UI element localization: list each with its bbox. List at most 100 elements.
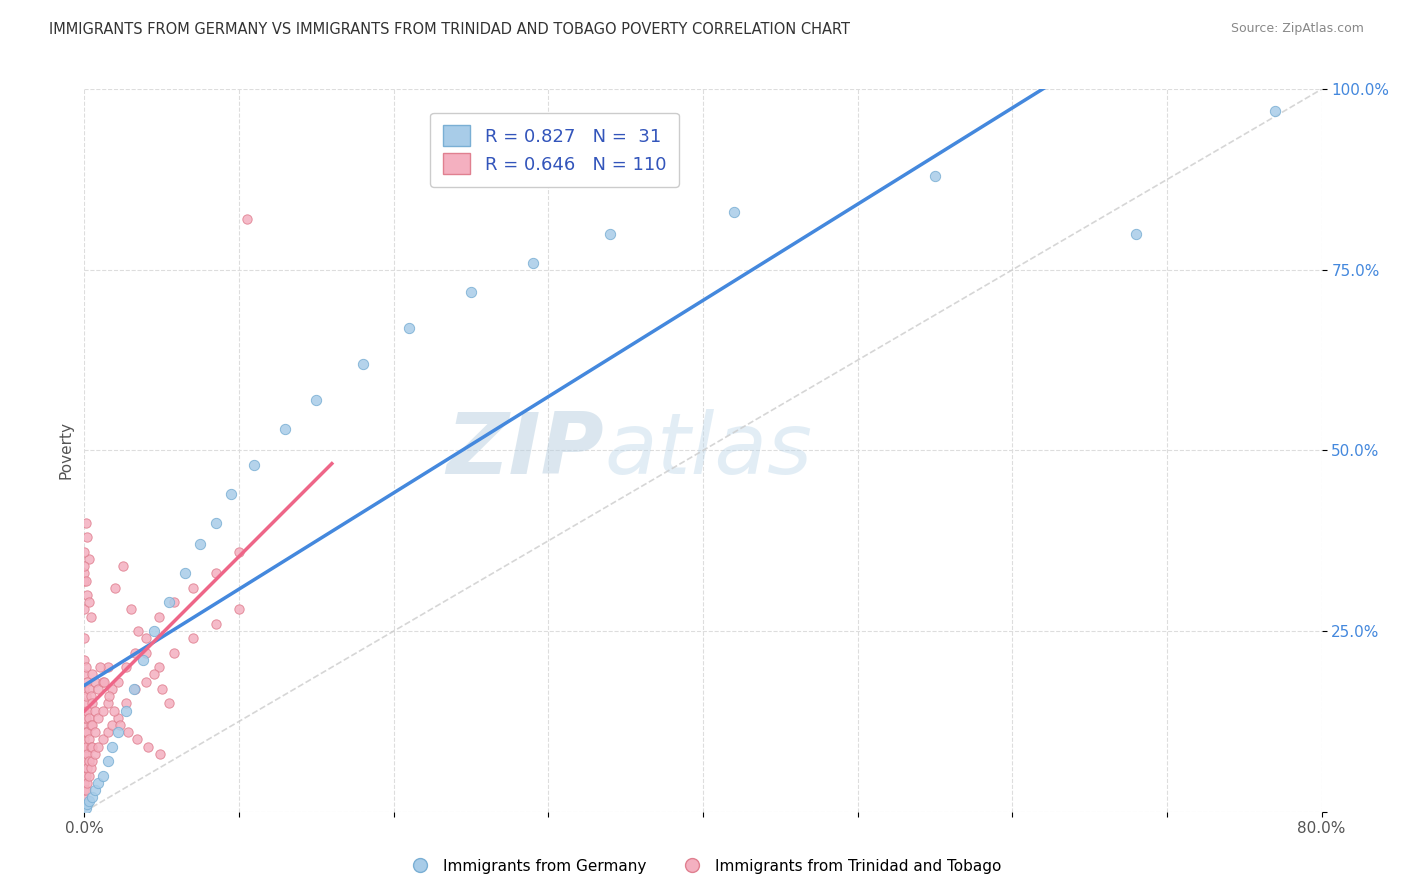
Point — [87, 776, 110, 790]
Point — [75, 516, 97, 530]
Point — [125, 732, 148, 747]
Point — [398, 320, 420, 334]
Point — [77, 551, 100, 566]
Point — [73, 732, 96, 747]
Point — [115, 696, 138, 710]
Point — [73, 602, 96, 616]
Point — [82, 718, 104, 732]
Point — [107, 725, 129, 739]
Point — [228, 602, 250, 616]
Point — [120, 602, 142, 616]
Point — [76, 530, 98, 544]
Point — [274, 422, 297, 436]
Point — [205, 516, 228, 530]
Point — [135, 646, 157, 660]
Point — [75, 769, 97, 783]
Y-axis label: Poverty: Poverty — [58, 421, 73, 480]
Point — [75, 711, 97, 725]
Point — [73, 761, 96, 775]
Point — [84, 783, 107, 797]
Point — [148, 660, 170, 674]
Point — [135, 632, 157, 646]
Point — [77, 681, 100, 696]
Point — [77, 732, 100, 747]
Point — [219, 487, 242, 501]
Point — [163, 646, 186, 660]
Point — [76, 761, 98, 775]
Text: IMMIGRANTS FROM GERMANY VS IMMIGRANTS FROM TRINIDAD AND TOBAGO POVERTY CORRELATI: IMMIGRANTS FROM GERMANY VS IMMIGRANTS FR… — [49, 22, 851, 37]
Point — [122, 681, 145, 696]
Point — [181, 581, 204, 595]
Point — [143, 624, 166, 639]
Point — [135, 674, 157, 689]
Point — [73, 653, 96, 667]
Point — [150, 681, 173, 696]
Point — [75, 689, 97, 703]
Point — [599, 227, 621, 241]
Point — [73, 696, 96, 710]
Point — [149, 747, 172, 761]
Point — [76, 588, 98, 602]
Point — [159, 696, 180, 710]
Legend: Immigrants from Germany, Immigrants from Trinidad and Tobago: Immigrants from Germany, Immigrants from… — [398, 853, 1008, 880]
Point — [79, 718, 101, 732]
Point — [77, 711, 100, 725]
Point — [101, 718, 124, 732]
Point — [73, 681, 96, 696]
Point — [143, 667, 166, 681]
Point — [79, 739, 101, 754]
Point — [96, 696, 118, 710]
Point — [75, 660, 97, 674]
Point — [75, 739, 97, 754]
Point — [93, 674, 115, 689]
Point — [87, 711, 110, 725]
Point — [77, 595, 100, 609]
Point — [101, 681, 124, 696]
Text: Source: ZipAtlas.com: Source: ZipAtlas.com — [1230, 22, 1364, 36]
Point — [73, 776, 96, 790]
Point — [79, 689, 101, 703]
Point — [159, 595, 180, 609]
Text: ZIP: ZIP — [446, 409, 605, 492]
Point — [73, 566, 96, 581]
Point — [148, 609, 170, 624]
Point — [73, 790, 96, 805]
Point — [91, 704, 114, 718]
Point — [82, 667, 104, 681]
Point — [73, 574, 96, 588]
Point — [127, 624, 149, 639]
Point — [108, 718, 131, 732]
Point — [101, 739, 124, 754]
Point — [75, 574, 97, 588]
Point — [460, 285, 482, 299]
Point — [84, 747, 107, 761]
Point — [91, 769, 114, 783]
Point — [75, 801, 97, 815]
Point — [76, 797, 98, 812]
Point — [124, 646, 146, 660]
Point — [82, 754, 104, 768]
Point — [924, 169, 946, 183]
Point — [91, 674, 114, 689]
Point — [73, 718, 96, 732]
Point — [98, 689, 121, 703]
Point — [75, 783, 97, 797]
Point — [76, 747, 98, 761]
Point — [73, 667, 96, 681]
Point — [205, 616, 228, 631]
Point — [112, 559, 135, 574]
Point — [73, 632, 96, 646]
Point — [82, 790, 104, 805]
Point — [84, 725, 107, 739]
Point — [522, 255, 544, 269]
Point — [205, 566, 228, 581]
Point — [84, 674, 107, 689]
Point — [76, 725, 98, 739]
Point — [87, 739, 110, 754]
Point — [77, 754, 100, 768]
Point — [73, 769, 96, 783]
Point — [107, 674, 129, 689]
Point — [73, 747, 96, 761]
Point — [181, 632, 204, 646]
Point — [73, 704, 96, 718]
